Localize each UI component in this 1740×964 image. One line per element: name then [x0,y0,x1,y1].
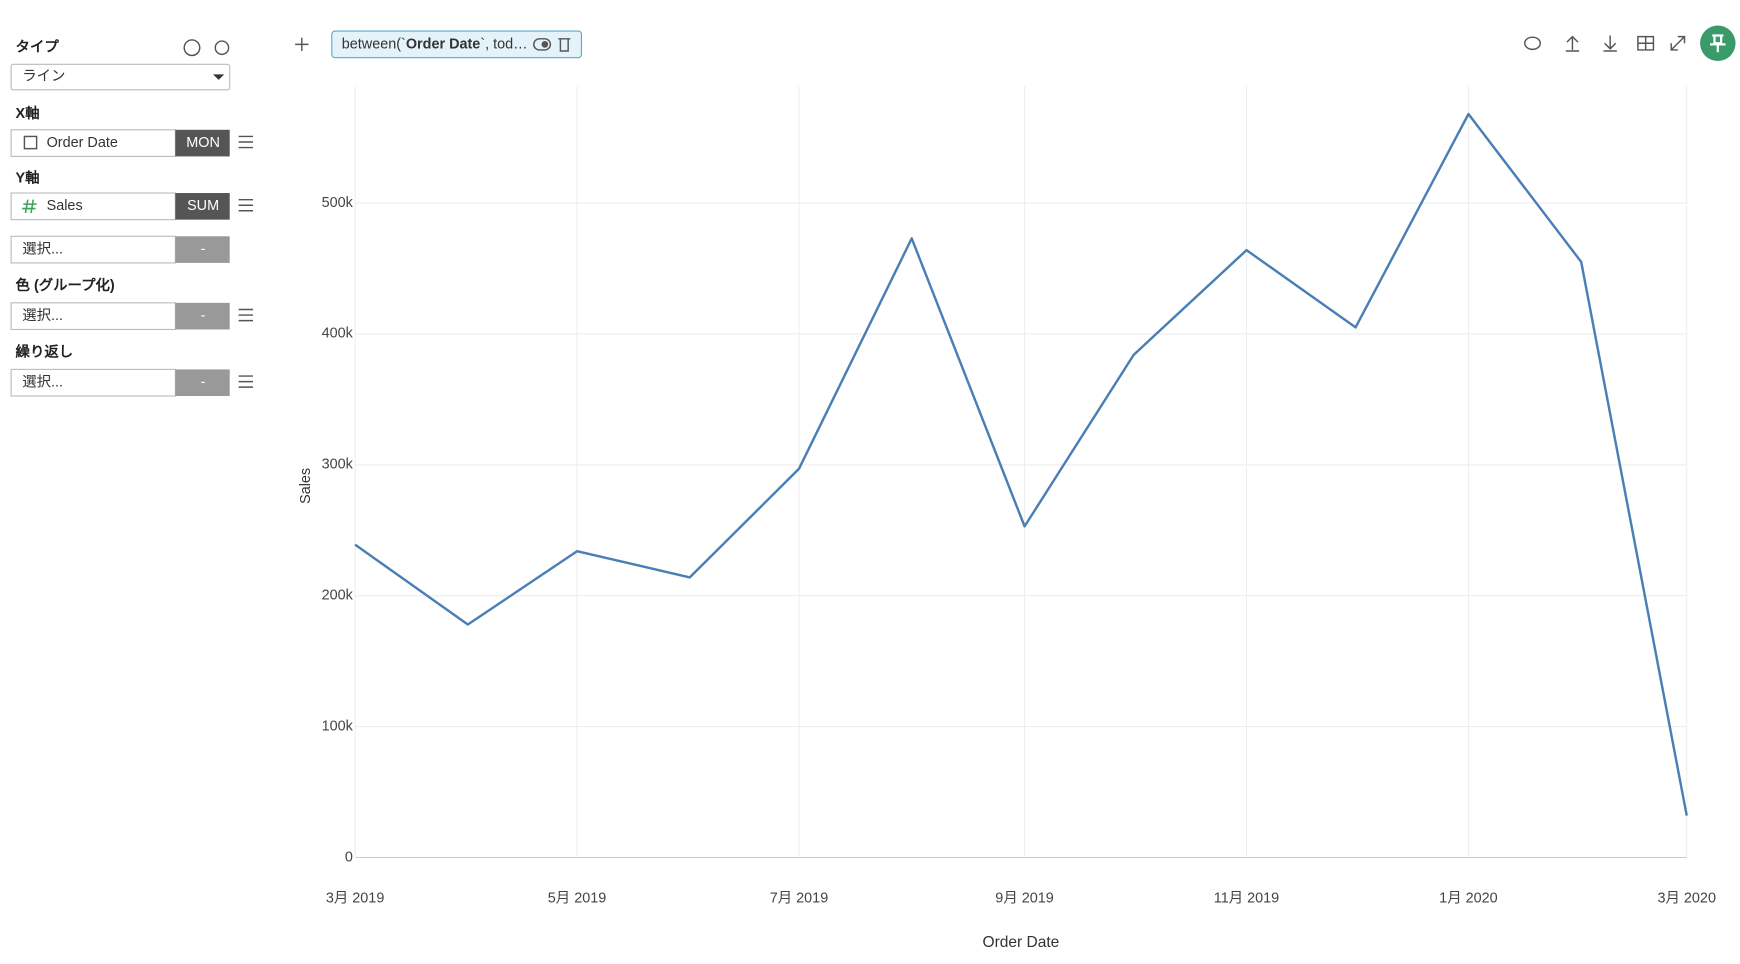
color-label: 色 (グループ化) [16,276,115,294]
y-tick-label: 500k [322,195,354,211]
y-agg: SUM [187,198,219,214]
menu-icon[interactable] [238,198,254,212]
dropdown-arrow [213,74,225,80]
menu-icon[interactable] [238,135,254,149]
y-agg-box[interactable] [175,193,230,220]
sales-line [354,112,1688,816]
color-agg: - [201,308,206,324]
y-label: Y軸 [16,168,40,186]
x-agg: MON [186,135,220,151]
x-label: X軸 [16,104,40,122]
x-tick-label: 9月 2019 [995,890,1053,906]
x-field: Order Date [47,135,118,151]
filter-prefix: between(` [342,36,406,52]
menu-icon[interactable] [238,375,254,388]
x-tick-label: 3月 2019 [326,890,384,906]
y-tick-label: 300k [322,457,354,473]
x-tick-label: 7月 2019 [770,890,828,906]
download-icon[interactable] [1603,35,1617,52]
type-label: タイプ [16,39,60,56]
y-tick-label: 400k [322,326,354,342]
repeat-field-box[interactable] [10,368,176,397]
repeat-label: 繰り返し [16,343,74,361]
y-tick-label: 100k [322,718,354,734]
add-button[interactable] [295,37,309,52]
expand-icon[interactable] [1670,35,1686,51]
x-tick-label: 1月 2020 [1439,890,1497,906]
repeat-placeholder: 選択... [22,374,63,391]
table-icon[interactable] [1637,35,1655,51]
color-placeholder: 選択... [22,307,63,324]
pin-icon [1710,34,1726,53]
filter-text: between(`Order Date`, tod… [342,36,528,52]
color-agg-box[interactable] [175,302,230,330]
x-tick-label: 5月 2019 [548,890,606,906]
y-tick-label: 200k [322,588,354,604]
y-field: Sales [47,198,83,214]
filter-chip[interactable] [331,30,583,59]
y-axis-title: Sales [298,468,314,504]
y-tick-label: 0 [345,849,353,865]
filter-suffix: `, tod… [480,36,527,52]
type-select[interactable] [10,63,231,91]
chart: Sales Order Date 0 100k 200k 300k 400k 500k 3月… [298,86,1716,951]
x-field-box[interactable] [10,129,176,157]
filter-field: Order Date [406,36,480,52]
x-tick-label: 11月 2019 [1214,890,1279,906]
upload-icon[interactable] [1565,35,1580,52]
y2-agg: - [201,241,206,257]
calendar-icon [23,135,38,150]
x-axis-title: Order Date [983,934,1060,951]
y2-agg-box[interactable] [175,236,230,263]
color-field-box[interactable] [10,302,176,331]
toggle-knob [541,41,549,48]
y2-field-box[interactable] [10,235,176,264]
repeat-agg-box[interactable] [175,369,230,397]
type-value: ライン [22,68,65,84]
comment-icon[interactable] [1523,36,1541,51]
x-tick-label: 3月 2020 [1657,890,1715,906]
x-agg-box[interactable] [175,129,230,157]
number-icon [22,199,37,214]
repeat-agg: - [201,375,206,391]
toggle-icon[interactable] [533,38,552,51]
help-icon[interactable] [183,39,201,57]
menu-icon[interactable] [238,308,254,322]
trash-icon[interactable] [558,38,571,52]
y2-placeholder: 選択... [22,240,63,257]
y-field-box[interactable] [10,192,176,221]
settings-icon[interactable] [214,40,230,56]
